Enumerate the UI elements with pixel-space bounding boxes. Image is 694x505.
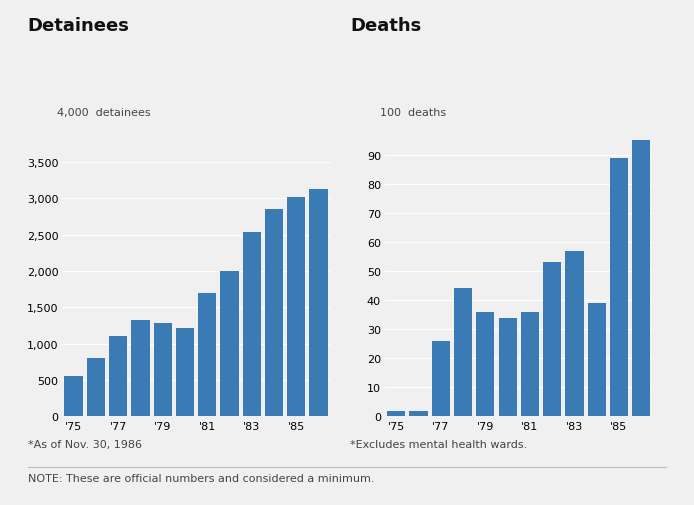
Bar <box>387 411 405 417</box>
Bar <box>153 324 172 417</box>
Bar <box>109 337 127 417</box>
Text: NOTE: These are official numbers and considered a minimum.: NOTE: These are official numbers and con… <box>28 473 374 483</box>
Bar <box>543 263 561 417</box>
Bar <box>432 341 450 417</box>
Bar <box>65 377 83 417</box>
Bar <box>476 312 495 417</box>
Bar <box>198 293 217 417</box>
Bar <box>287 197 305 417</box>
Bar <box>498 318 517 417</box>
Bar <box>566 251 584 417</box>
Bar <box>409 411 428 417</box>
Bar <box>520 312 539 417</box>
Bar <box>176 329 194 417</box>
Text: Deaths: Deaths <box>350 17 422 35</box>
Bar <box>632 141 650 417</box>
Text: *As of Nov. 30, 1986: *As of Nov. 30, 1986 <box>28 439 142 449</box>
Bar <box>243 233 261 417</box>
Bar <box>454 289 472 417</box>
Bar <box>610 158 628 417</box>
Bar <box>265 210 283 417</box>
Text: Detainees: Detainees <box>28 17 130 35</box>
Text: 100  deaths: 100 deaths <box>380 108 446 118</box>
Bar <box>87 359 105 417</box>
Bar <box>588 304 606 417</box>
Text: *Excludes mental health wards.: *Excludes mental health wards. <box>350 439 527 449</box>
Text: 4,000  detainees: 4,000 detainees <box>57 108 151 118</box>
Bar <box>131 321 149 417</box>
Bar <box>220 272 239 417</box>
Bar <box>310 189 328 417</box>
